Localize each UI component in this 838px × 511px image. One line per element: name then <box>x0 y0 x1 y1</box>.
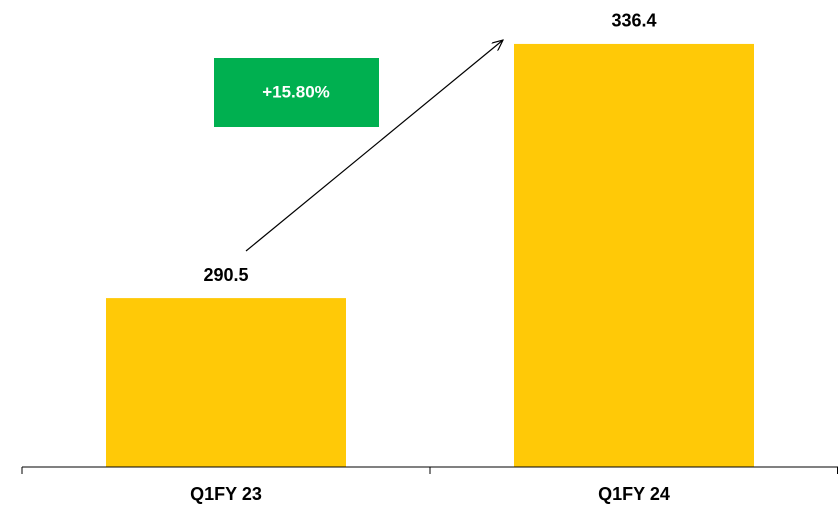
growth-label: +15.80% <box>262 82 330 101</box>
x-tick-label: Q1FY 23 <box>190 484 262 504</box>
x-tick-label: Q1FY 24 <box>598 484 670 504</box>
growth-badge <box>214 58 379 127</box>
growth-arrow <box>245 40 503 252</box>
value-label: 290.5 <box>203 265 248 285</box>
bar <box>106 298 346 467</box>
bar <box>514 43 754 468</box>
value-label: 336.4 <box>611 11 656 31</box>
